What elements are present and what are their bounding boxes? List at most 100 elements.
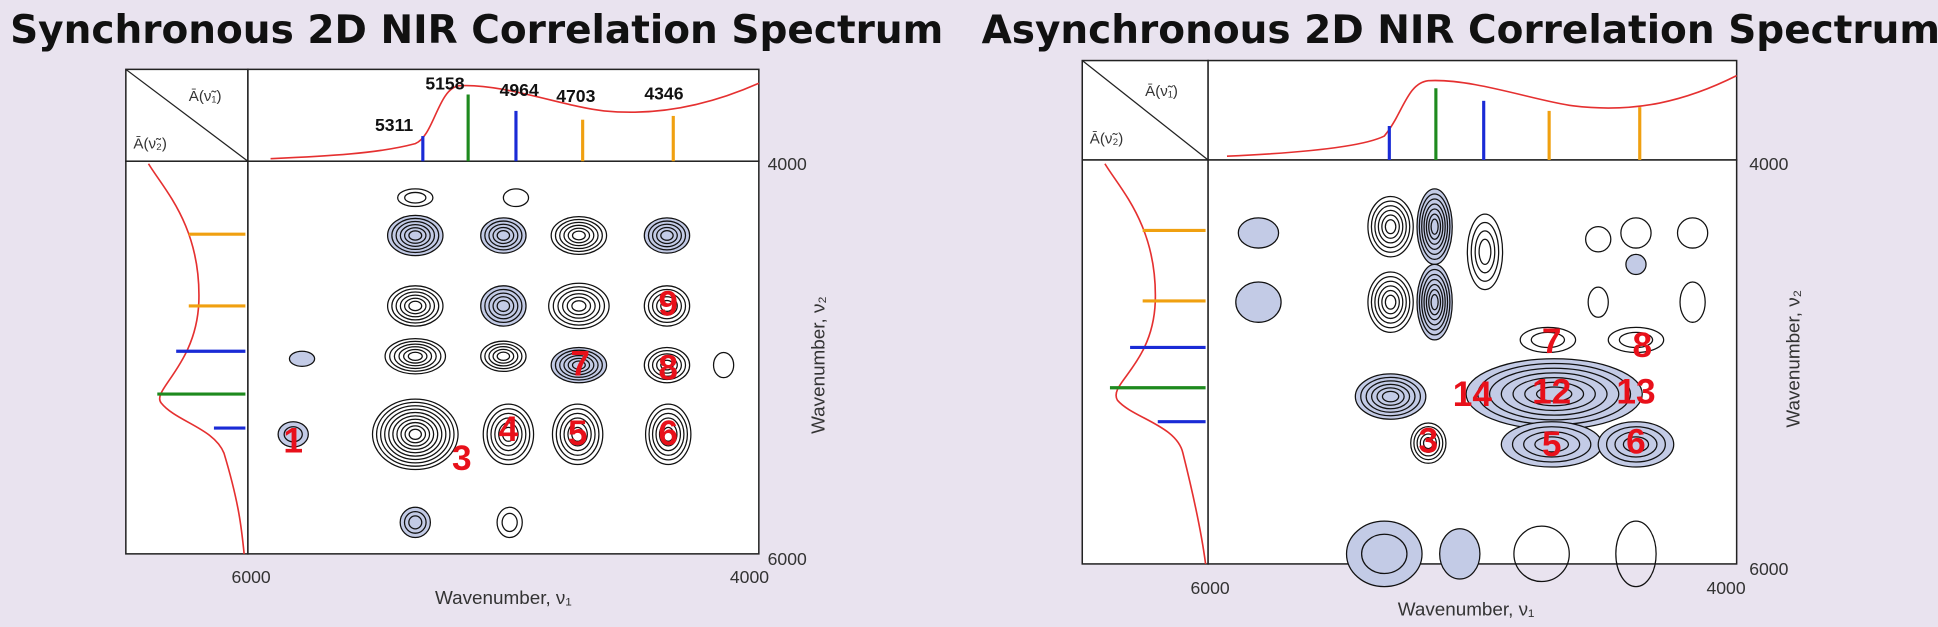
contour bbox=[391, 217, 440, 254]
contour bbox=[1530, 331, 1566, 349]
contour bbox=[662, 426, 675, 442]
contour bbox=[1597, 421, 1675, 468]
contour bbox=[1421, 198, 1449, 255]
contour bbox=[492, 296, 515, 316]
cross-peak-label: 5 bbox=[1542, 425, 1562, 464]
contour bbox=[655, 417, 682, 452]
contour bbox=[1370, 275, 1411, 329]
contour bbox=[1419, 433, 1437, 453]
contour bbox=[1423, 278, 1446, 326]
contour bbox=[1534, 436, 1570, 453]
contour bbox=[375, 401, 455, 467]
contour bbox=[1470, 221, 1500, 282]
corner-label: Ā(ν̃₁) bbox=[1145, 83, 1178, 100]
cross-peak-label: 8 bbox=[658, 348, 678, 387]
contour bbox=[1360, 376, 1422, 417]
contour bbox=[384, 338, 447, 375]
corner-label: Ā(ν̃₁) bbox=[189, 88, 222, 105]
contour bbox=[484, 343, 523, 370]
contour bbox=[563, 354, 595, 376]
contour bbox=[561, 293, 596, 319]
contour bbox=[395, 291, 436, 321]
contour bbox=[563, 417, 592, 452]
contour bbox=[557, 289, 601, 323]
contour bbox=[566, 296, 592, 316]
contour bbox=[480, 285, 527, 327]
contour bbox=[1523, 431, 1581, 458]
contour bbox=[1474, 230, 1496, 274]
contour bbox=[1607, 326, 1665, 354]
contour bbox=[571, 300, 587, 312]
panel-title: Synchronous 2D NIR Correlation Spectrum bbox=[10, 8, 943, 53]
contour bbox=[403, 510, 427, 534]
cross-peak-label: 12 bbox=[1532, 372, 1571, 411]
contour bbox=[397, 188, 434, 208]
contour bbox=[408, 300, 423, 312]
y-tick-label: 4000 bbox=[768, 154, 807, 174]
contour bbox=[567, 357, 591, 373]
contour bbox=[559, 412, 596, 456]
cross-peak-label: 3 bbox=[1419, 421, 1439, 460]
x-tick-label: 4000 bbox=[730, 567, 769, 587]
contour bbox=[277, 421, 309, 448]
contour bbox=[656, 296, 678, 316]
cross-peak-label: 7 bbox=[570, 345, 590, 384]
contour bbox=[1235, 281, 1282, 323]
contour bbox=[1622, 436, 1650, 453]
contour bbox=[1676, 217, 1709, 249]
contour bbox=[1430, 218, 1439, 235]
contour bbox=[1585, 226, 1612, 253]
contour bbox=[371, 398, 459, 471]
y-axis-label: Wavenumber, ν₂ bbox=[807, 296, 828, 434]
cross-peak-label: 8 bbox=[1632, 326, 1652, 365]
corner-label: Ā(ν̃₂) bbox=[133, 136, 167, 153]
contour bbox=[1679, 281, 1706, 323]
cross-peak-label: 13 bbox=[1616, 372, 1655, 411]
contour bbox=[1535, 386, 1573, 402]
contour bbox=[380, 405, 451, 464]
contour bbox=[1620, 217, 1652, 249]
cross-peak-label: 5 bbox=[568, 414, 588, 453]
contour bbox=[651, 292, 683, 320]
contour bbox=[501, 426, 515, 442]
contour bbox=[404, 425, 427, 444]
spectrum-curve bbox=[1226, 74, 1738, 158]
contour bbox=[480, 340, 527, 373]
spectrum-curve bbox=[147, 163, 245, 554]
contour bbox=[571, 426, 585, 442]
contour bbox=[398, 346, 433, 367]
top-spectrum-box bbox=[1207, 59, 1738, 161]
cross-peak-label: 1 bbox=[283, 421, 303, 460]
contour bbox=[563, 224, 595, 247]
contour bbox=[392, 415, 439, 454]
contour bbox=[554, 218, 603, 253]
contour bbox=[486, 408, 531, 461]
contour bbox=[389, 340, 442, 372]
contour bbox=[484, 288, 523, 324]
contour bbox=[648, 408, 689, 461]
contour bbox=[1384, 219, 1397, 235]
cross-peak-label: 6 bbox=[1626, 423, 1646, 462]
contour bbox=[1237, 217, 1280, 249]
contour bbox=[1361, 533, 1408, 575]
peak-label: 4703 bbox=[556, 86, 595, 106]
contour bbox=[1422, 436, 1434, 450]
contour bbox=[1618, 331, 1654, 349]
contour bbox=[1381, 214, 1400, 239]
contour bbox=[492, 226, 515, 245]
contour bbox=[1513, 525, 1570, 583]
contour bbox=[1512, 376, 1596, 412]
x-tick-label: 4000 bbox=[1706, 578, 1745, 598]
contour bbox=[1425, 283, 1444, 321]
corner-diagonal bbox=[125, 68, 249, 162]
contour bbox=[651, 412, 685, 456]
contour bbox=[498, 422, 519, 447]
contour bbox=[488, 223, 519, 248]
contour bbox=[1367, 195, 1414, 258]
peak-label: 4964 bbox=[500, 80, 539, 100]
peak-label: 5311 bbox=[375, 115, 413, 135]
contour bbox=[1428, 213, 1442, 240]
contour bbox=[656, 226, 678, 245]
async-panel: Ā(ν̃₁) Ā(ν̃₂) 4000 6000 6000 4000 Wavenu… bbox=[1081, 59, 1804, 620]
contour bbox=[1410, 422, 1447, 464]
